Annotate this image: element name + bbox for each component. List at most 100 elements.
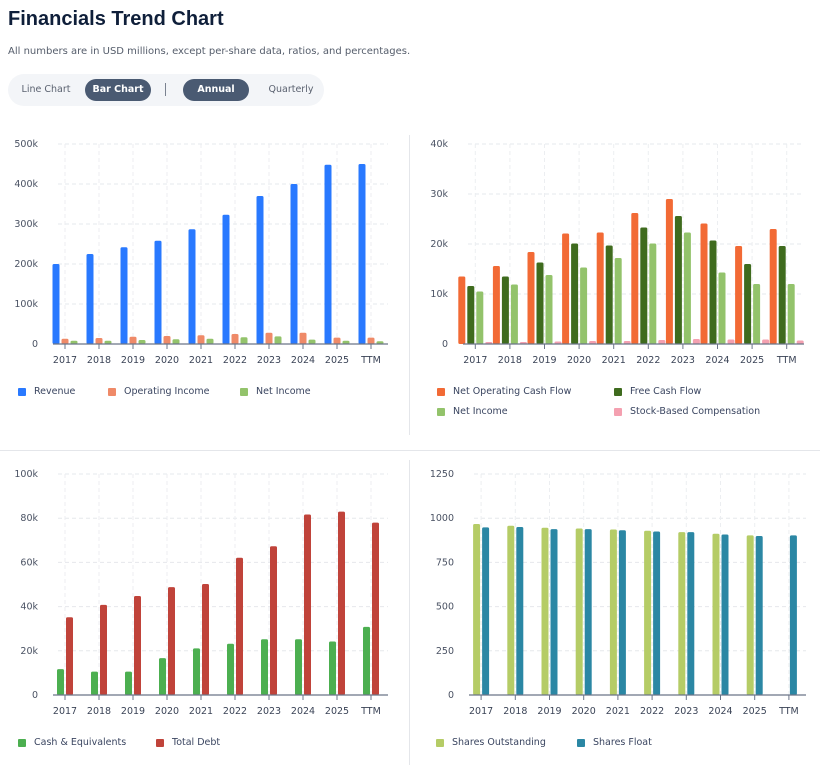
- bar-net-income: [376, 341, 384, 344]
- y-tick-label: 0: [32, 690, 38, 701]
- bar-net-income: [240, 337, 248, 344]
- chart-toggle-group: Line Chart Bar Chart Annual Quarterly: [8, 74, 324, 106]
- x-tick-label: 2021: [189, 706, 213, 717]
- legend-item[interactable]: Shares Outstanding: [436, 737, 546, 748]
- bar-operating-income: [197, 335, 205, 344]
- x-tick-label: 2018: [503, 706, 527, 717]
- x-tick-label: 2017: [469, 706, 493, 717]
- legend-item[interactable]: Revenue: [18, 386, 75, 397]
- page-subtitle: All numbers are in USD millions, except …: [8, 46, 411, 57]
- x-tick-label: 2017: [53, 355, 77, 366]
- bar-operating-income: [265, 332, 273, 344]
- vertical-divider: [409, 135, 410, 435]
- bar-net-income: [476, 291, 484, 344]
- legend-label: Shares Float: [593, 737, 652, 748]
- bar-shares-float: [584, 529, 592, 695]
- y-tick-label: 20k: [430, 239, 448, 250]
- x-tick-label: TTM: [360, 706, 381, 717]
- y-tick-label: 300k: [14, 219, 38, 230]
- bar-net-income: [683, 232, 691, 344]
- x-tick-label: 2017: [463, 355, 487, 366]
- legend-swatch: [437, 407, 445, 416]
- y-tick-label: 30k: [430, 189, 448, 200]
- bar-net-operating-cash-flow: [458, 276, 466, 344]
- bar-net-income: [787, 284, 795, 344]
- horizontal-divider: [0, 450, 820, 451]
- x-tick-label: 2019: [121, 706, 145, 717]
- line-chart-button[interactable]: Line Chart: [21, 84, 71, 95]
- toggle-divider: [165, 83, 166, 96]
- bar-net-income: [649, 243, 657, 344]
- x-tick-label: 2021: [189, 355, 213, 366]
- legend-label: Cash & Equivalents: [34, 737, 127, 748]
- bar-shares-float: [516, 527, 524, 695]
- bar-stock-based-compensation: [589, 341, 597, 344]
- legend-label: Revenue: [34, 386, 76, 397]
- legend-item[interactable]: Shares Float: [577, 737, 652, 748]
- bar-revenue: [290, 184, 298, 344]
- y-tick-label: 0: [448, 690, 454, 701]
- legend-label: Net Income: [256, 386, 311, 397]
- bar-net-income: [274, 336, 282, 344]
- legend-item[interactable]: Net Income: [437, 406, 508, 417]
- legend-item[interactable]: Cash & Equivalents: [18, 737, 126, 748]
- bar-total-debt: [372, 522, 379, 695]
- legend-item[interactable]: Free Cash Flow: [614, 386, 701, 397]
- bar-total-debt: [270, 546, 277, 695]
- bar-free-cash-flow: [571, 243, 579, 344]
- bar-cash-equivalents: [57, 669, 64, 695]
- legend-item[interactable]: Net Operating Cash Flow: [437, 386, 571, 397]
- bar-free-cash-flow: [674, 216, 682, 344]
- bar-total-debt: [66, 617, 73, 695]
- bar-operating-income: [129, 336, 137, 344]
- bar-shares-float: [618, 530, 626, 695]
- bar-revenue: [222, 214, 230, 344]
- y-tick-label: 40k: [430, 139, 448, 150]
- legend-swatch: [614, 407, 622, 416]
- bar-cash-equivalents: [363, 626, 370, 695]
- x-tick-label: 2024: [705, 355, 729, 366]
- y-tick-label: 500k: [14, 139, 38, 150]
- bar-cash-equivalents: [91, 671, 98, 695]
- bar-net-income: [580, 267, 588, 344]
- x-tick-label: 2021: [602, 355, 626, 366]
- legend-item[interactable]: Operating Income: [108, 386, 209, 397]
- x-tick-label: 2024: [291, 355, 315, 366]
- bar-revenue: [52, 264, 60, 344]
- bar-net-operating-cash-flow: [665, 199, 673, 344]
- bar-free-cash-flow: [467, 286, 475, 344]
- bar-shares-outstanding: [678, 532, 686, 695]
- x-tick-label: 2019: [532, 355, 556, 366]
- bar-stock-based-compensation: [623, 341, 631, 344]
- bar-stock-based-compensation: [727, 339, 735, 344]
- legend-label: Total Debt: [172, 737, 221, 748]
- annual-button[interactable]: Annual: [183, 79, 249, 101]
- bar-net-income: [753, 284, 761, 344]
- bar-net-income: [70, 340, 78, 344]
- quarterly-button[interactable]: Quarterly: [268, 84, 314, 95]
- x-tick-label: 2020: [572, 706, 596, 717]
- x-tick-label: 2024: [291, 706, 315, 717]
- legend-item[interactable]: Stock-Based Compensation: [614, 406, 760, 417]
- bar-shares-outstanding: [644, 530, 652, 695]
- bar-net-operating-cash-flow: [492, 266, 500, 344]
- y-tick-label: 500: [436, 602, 454, 613]
- bar-shares-float: [653, 531, 661, 695]
- y-tick-label: 40k: [20, 602, 38, 613]
- y-tick-label: 100k: [14, 469, 38, 480]
- legend-item[interactable]: Total Debt: [156, 737, 220, 748]
- legend-item[interactable]: Net Income: [240, 386, 311, 397]
- bar-cash-equivalents: [227, 643, 234, 695]
- bar-chart-button[interactable]: Bar Chart: [85, 79, 151, 101]
- x-tick-label: TTM: [360, 355, 381, 366]
- bar-net-operating-cash-flow: [596, 232, 604, 344]
- y-tick-label: 20k: [20, 646, 38, 657]
- bar-net-operating-cash-flow: [735, 246, 743, 344]
- x-tick-label: 2018: [87, 706, 111, 717]
- y-tick-label: 200k: [14, 259, 38, 270]
- x-tick-label: 2022: [223, 355, 247, 366]
- bar-net-income: [308, 339, 316, 344]
- bar-revenue: [324, 164, 332, 344]
- legend-swatch: [437, 387, 445, 396]
- bar-free-cash-flow: [640, 227, 648, 344]
